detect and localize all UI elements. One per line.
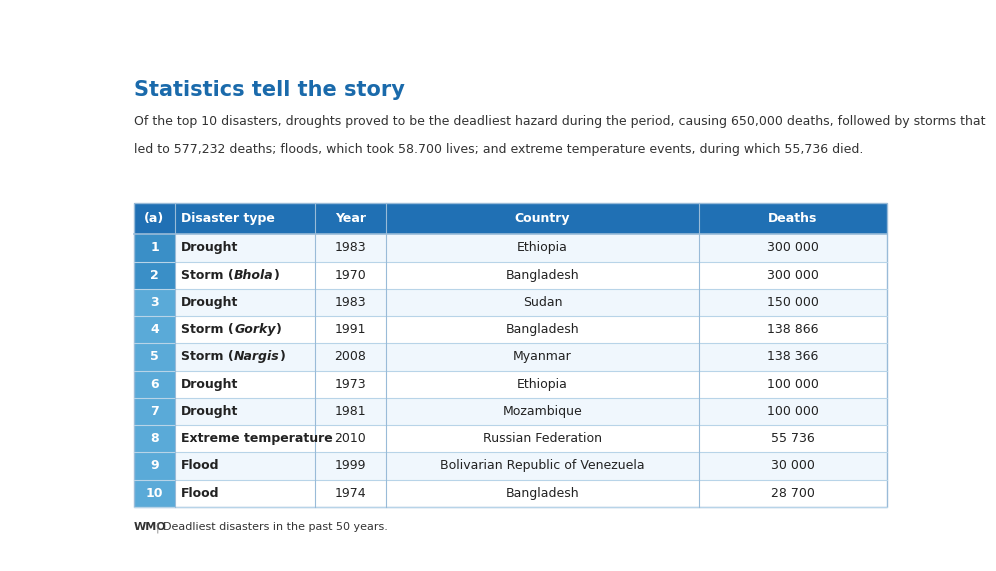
Text: 100 000: 100 000 [767, 377, 819, 391]
Text: Sudan: Sudan [523, 296, 562, 309]
Text: ): ) [280, 351, 286, 364]
Text: 6: 6 [150, 377, 158, 391]
Text: 138 866: 138 866 [767, 323, 819, 336]
Text: 1991: 1991 [335, 323, 367, 336]
Text: Storm (: Storm ( [181, 323, 234, 336]
Text: Bangladesh: Bangladesh [506, 269, 580, 282]
Text: 55 736: 55 736 [771, 432, 815, 445]
Bar [133, 480, 175, 507]
Bar [133, 262, 175, 289]
Text: 300 000: 300 000 [767, 269, 819, 282]
Bar [133, 480, 887, 507]
Text: 1983: 1983 [335, 242, 367, 255]
Text: Bangladesh: Bangladesh [506, 486, 580, 500]
Text: 2: 2 [150, 269, 158, 282]
Text: Drought: Drought [181, 242, 239, 255]
Text: Russian Federation: Russian Federation [483, 432, 602, 445]
Text: 8: 8 [150, 432, 158, 445]
Bar [133, 289, 175, 316]
Text: Drought: Drought [181, 377, 239, 391]
Text: 3: 3 [150, 296, 158, 309]
Bar [133, 398, 887, 425]
Text: Disaster type: Disaster type [181, 212, 275, 225]
Text: Nargis: Nargis [234, 351, 280, 364]
Text: 1970: 1970 [335, 269, 367, 282]
Text: 1973: 1973 [335, 377, 367, 391]
Text: Drought: Drought [181, 405, 239, 418]
Bar [133, 316, 887, 343]
Text: Country: Country [515, 212, 571, 225]
Text: Bangladesh: Bangladesh [506, 323, 580, 336]
Text: WMO: WMO [133, 522, 166, 532]
Text: Deaths: Deaths [768, 212, 818, 225]
Text: 2008: 2008 [335, 351, 367, 364]
Text: Extreme temperature: Extreme temperature [181, 432, 333, 445]
Text: Deadliest disasters in the past 50 years.: Deadliest disasters in the past 50 years… [163, 522, 388, 532]
Text: Statistics tell the story: Statistics tell the story [133, 79, 404, 99]
Text: Drought: Drought [181, 296, 239, 309]
Text: Bhola: Bhola [234, 269, 274, 282]
Text: |: | [155, 522, 159, 533]
Text: 1: 1 [150, 242, 158, 255]
Text: (a): (a) [144, 212, 164, 225]
Bar [133, 371, 887, 398]
Text: Gorky: Gorky [234, 323, 276, 336]
Text: 4: 4 [150, 323, 158, 336]
Text: 10: 10 [145, 486, 163, 500]
Text: Flood: Flood [181, 460, 220, 472]
Text: 138 366: 138 366 [767, 351, 819, 364]
Text: Ethiopia: Ethiopia [517, 377, 568, 391]
Bar [133, 262, 887, 289]
Bar [133, 452, 887, 480]
Text: ): ) [274, 269, 280, 282]
Text: Mozambique: Mozambique [503, 405, 583, 418]
Text: 30 000: 30 000 [771, 460, 815, 472]
Text: 5: 5 [150, 351, 158, 364]
Text: Bolivarian Republic of Venezuela: Bolivarian Republic of Venezuela [440, 460, 644, 472]
Bar [133, 343, 175, 371]
Text: Of the top 10 disasters, droughts proved to be the deadliest hazard during the p: Of the top 10 disasters, droughts proved… [133, 115, 985, 128]
Text: 1981: 1981 [335, 405, 367, 418]
Bar [133, 398, 175, 425]
Text: Myanmar: Myanmar [513, 351, 572, 364]
Bar [133, 316, 175, 343]
Text: Storm (: Storm ( [181, 351, 234, 364]
Text: 1974: 1974 [335, 486, 367, 500]
Bar [133, 425, 175, 452]
Bar [133, 234, 175, 262]
Text: 1983: 1983 [335, 296, 367, 309]
Bar [133, 371, 175, 398]
Bar [133, 425, 887, 452]
Text: 300 000: 300 000 [767, 242, 819, 255]
Text: ): ) [276, 323, 282, 336]
Text: 7: 7 [150, 405, 158, 418]
Text: 100 000: 100 000 [767, 405, 819, 418]
Text: led to 577,232 deaths; floods, which took 58.700 lives; and extreme temperature : led to 577,232 deaths; floods, which too… [133, 143, 864, 156]
Bar [133, 234, 887, 262]
Text: 2010: 2010 [335, 432, 367, 445]
Text: Flood: Flood [181, 486, 220, 500]
Text: 9: 9 [150, 460, 158, 472]
Text: Year: Year [335, 212, 366, 225]
Bar [133, 343, 887, 371]
Text: 150 000: 150 000 [767, 296, 819, 309]
Text: 28 700: 28 700 [771, 486, 815, 500]
Bar [133, 203, 887, 234]
Text: Ethiopia: Ethiopia [517, 242, 568, 255]
Bar [133, 452, 175, 480]
Text: Storm (: Storm ( [181, 269, 234, 282]
Text: 1999: 1999 [335, 460, 367, 472]
Bar [133, 289, 887, 316]
